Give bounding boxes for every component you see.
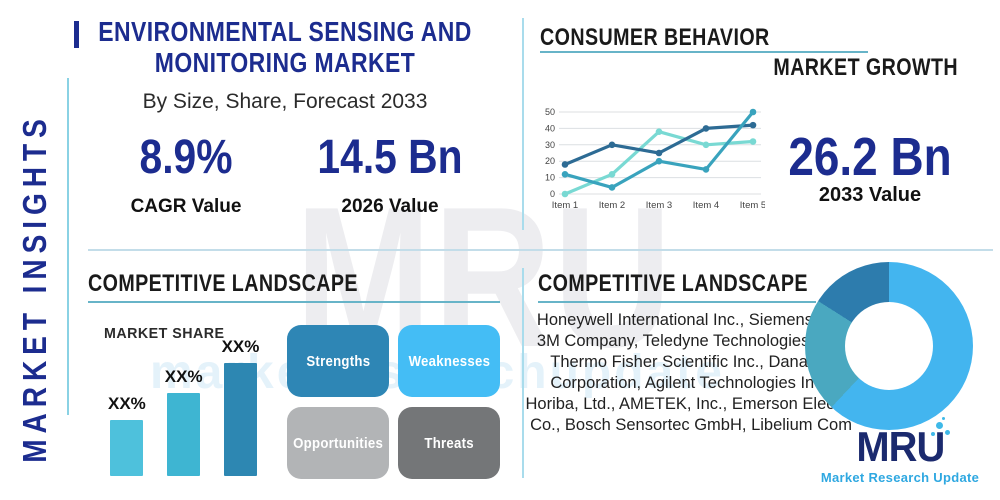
bar-value-label: XX%: [221, 337, 260, 356]
svg-text:50: 50: [545, 107, 555, 117]
swot-box-label: Weaknesses: [408, 352, 490, 370]
consumer-behavior-underline: [540, 51, 868, 53]
swot-box-opportunities: Opportunities: [287, 407, 389, 479]
horizontal-divider: [88, 249, 993, 251]
market-share-bar: XX%: [108, 394, 146, 476]
swot-box-strengths: Strengths: [287, 325, 389, 397]
svg-text:Item 5: Item 5: [740, 200, 765, 211]
svg-text:Item 1: Item 1: [552, 200, 578, 211]
logo-splash-icon: [931, 432, 935, 436]
market-share-label: MARKET SHARE: [104, 325, 225, 342]
cagr-label: CAGR Value: [130, 196, 242, 217]
svg-text:0: 0: [550, 189, 555, 199]
page-title: ENVIRONMENTAL SENSING AND MONITORING MAR…: [98, 16, 472, 79]
navy-accent-bar: [74, 21, 79, 48]
bar: [167, 393, 201, 476]
logo-splash-icon: [942, 417, 945, 420]
svg-text:20: 20: [545, 156, 555, 166]
market-share-bar: XX%: [221, 337, 260, 476]
svg-text:30: 30: [545, 140, 555, 150]
market-growth-heading: MARKET GROWTH: [773, 54, 958, 81]
bar-value-label: XX%: [164, 367, 203, 386]
svg-text:Item 2: Item 2: [599, 200, 625, 211]
sidebar-vertical-title: MARKET INSIGHTS: [16, 113, 53, 463]
cagr-value: 8.9%: [139, 131, 233, 184]
svg-text:40: 40: [545, 123, 555, 133]
swot-box-label: Threats: [424, 434, 474, 452]
consumer-behavior-heading: CONSUMER BEHAVIOR: [540, 24, 770, 51]
swot-box-label: Opportunities: [293, 434, 383, 452]
logo-splash-icon: [945, 430, 950, 435]
competitive-landscape-left-heading: COMPETITIVE LANDSCAPE: [88, 270, 358, 297]
swot-box-threats: Threats: [398, 407, 500, 479]
swot-box-label: Strengths: [306, 352, 370, 370]
bar-value-label: XX%: [108, 394, 146, 413]
bottom-right-section-border: [522, 268, 524, 478]
swot-box-weaknesses: Weaknesses: [398, 325, 500, 397]
forecast-year-label: 2033 Value: [818, 184, 922, 206]
market-growth-chart: 0 10 20 30 40 50 Item 1 Item 2 Item 3 Item 4 Item …: [545, 107, 766, 211]
bar: [223, 363, 257, 476]
market-growth-chart-wrap: 0 10 20 30 40 50 Item 1 Item 2 Item 3 Item 4 Item …: [533, 104, 766, 216]
bar: [110, 420, 144, 476]
donut-chart: [805, 262, 973, 430]
market-share-bar: XX%: [165, 367, 203, 476]
company-list: Honeywell International Inc., Siemens AG…: [525, 311, 857, 434]
swot-grid: Strengths Weaknesses Opportunities Threats: [287, 325, 500, 479]
page-subtitle: By Size, Share, Forecast 2033: [142, 90, 428, 113]
logo-text: MRU: [855, 423, 945, 470]
logo-splash-icon: [936, 422, 943, 429]
competitive-landscape-right-heading: COMPETITIVE LANDSCAPE: [538, 270, 808, 297]
svg-text:Item 3: Item 3: [646, 200, 672, 211]
svg-text:Item 4: Item 4: [693, 200, 719, 211]
competitive-right-underline: [538, 301, 816, 303]
donut-hole: [845, 302, 933, 390]
logo-tagline: Market Research Update: [820, 470, 980, 485]
brand-logo: MRU Market Research Update: [810, 417, 990, 485]
forecast-year-value: 26.2 Bn: [788, 127, 952, 187]
market-share-chart: XX% XX% XX%: [108, 337, 259, 476]
competitive-left-underline: [88, 301, 500, 303]
base-year-label: 2026 Value: [341, 196, 439, 217]
top-right-section-border: [522, 18, 524, 230]
svg-text:10: 10: [545, 173, 555, 183]
base-year-value: 14.5 Bn: [317, 131, 463, 184]
sidebar-divider-line: [67, 78, 69, 415]
